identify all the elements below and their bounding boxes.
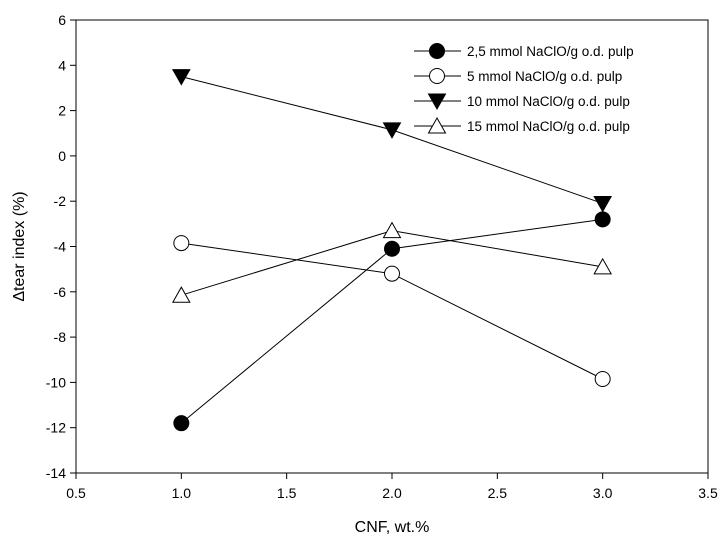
series-1-point bbox=[173, 415, 190, 432]
y-tick-label: -10 bbox=[46, 374, 66, 390]
y-tick-label: -2 bbox=[54, 193, 67, 209]
series-3-point bbox=[593, 195, 613, 213]
series-2-point bbox=[173, 235, 190, 252]
x-tick-label: 2.5 bbox=[488, 485, 508, 501]
series-4-point bbox=[382, 221, 402, 239]
x-axis-ticks: 0.5 1.0 1.5 2.0 2.5 3.0 3.5 bbox=[66, 473, 718, 501]
legend-marker bbox=[427, 116, 447, 134]
x-tick-label: 1.0 bbox=[172, 485, 192, 501]
y-axis-ticks: -14 -12 -10 -8 -6 -4 -2 0 2 4 6 bbox=[46, 12, 76, 481]
series-3-point bbox=[382, 122, 402, 139]
series-2-point bbox=[594, 371, 611, 388]
legend-label: 5 mmol NaClO/g o.d. pulp bbox=[467, 69, 622, 84]
y-tick-label: 6 bbox=[58, 12, 66, 28]
series-1-point bbox=[384, 240, 400, 257]
y-tick-label: 0 bbox=[58, 148, 66, 164]
y-tick-label: 2 bbox=[58, 103, 66, 119]
y-tick-label: 4 bbox=[58, 57, 66, 73]
legend: 2,5 mmol NaClO/g o.d. pulp 5 mmol NaClO/g… bbox=[414, 43, 634, 134]
x-tick-label: 2.0 bbox=[382, 485, 402, 501]
x-tick-label: 0.5 bbox=[66, 485, 86, 501]
y-tick-label: -8 bbox=[54, 329, 67, 345]
series-line-4 bbox=[181, 230, 603, 296]
y-tick-label: -14 bbox=[46, 465, 66, 481]
x-tick-label: 3.0 bbox=[593, 485, 613, 501]
series-1-point bbox=[594, 211, 611, 228]
x-axis-label: CNF, wt.% bbox=[355, 519, 430, 536]
series-4-point bbox=[593, 257, 613, 275]
series-markers bbox=[171, 69, 613, 432]
series-line-2 bbox=[181, 242, 603, 380]
x-tick-label: 1.5 bbox=[277, 485, 297, 501]
series-2-point bbox=[384, 265, 400, 282]
y-axis-label: Δtear index (%) bbox=[11, 191, 28, 301]
series-3-point bbox=[171, 69, 191, 86]
y-tick-label: -6 bbox=[54, 284, 67, 300]
legend-marker bbox=[427, 93, 447, 111]
legend-label: 2,5 mmol NaClO/g o.d. pulp bbox=[467, 44, 634, 59]
series-4-point bbox=[171, 286, 191, 303]
legend-marker bbox=[429, 43, 445, 59]
x-tick-label: 3.5 bbox=[698, 485, 718, 501]
legend-marker bbox=[429, 68, 445, 84]
legend-label: 10 mmol NaClO/g o.d. pulp bbox=[467, 94, 630, 109]
legend-label: 15 mmol NaClO/g o.d. pulp bbox=[467, 119, 630, 134]
y-tick-label: -12 bbox=[46, 420, 66, 436]
y-tick-label: -4 bbox=[54, 239, 67, 255]
